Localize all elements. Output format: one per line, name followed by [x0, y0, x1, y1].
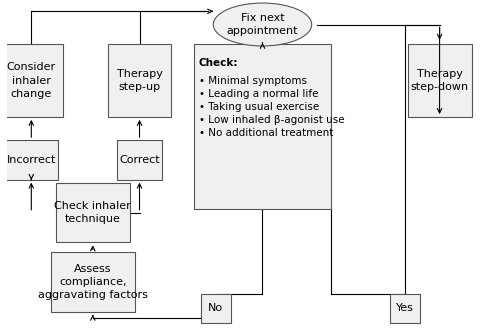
FancyBboxPatch shape — [56, 183, 130, 242]
FancyBboxPatch shape — [118, 140, 162, 180]
Text: Check:: Check: — [198, 58, 238, 68]
FancyBboxPatch shape — [201, 294, 230, 323]
Text: Incorrect: Incorrect — [6, 155, 56, 165]
FancyBboxPatch shape — [194, 44, 332, 209]
Text: Correct: Correct — [119, 155, 160, 165]
FancyBboxPatch shape — [4, 140, 59, 180]
FancyBboxPatch shape — [408, 44, 472, 117]
Text: Consider
inhaler
change: Consider inhaler change — [6, 63, 56, 99]
Text: Check inhaler
technique: Check inhaler technique — [54, 201, 131, 224]
Text: • Minimal symptoms
• Leading a normal life
• Taking usual exercise
• Low inhaled: • Minimal symptoms • Leading a normal li… — [198, 76, 344, 139]
FancyBboxPatch shape — [0, 44, 64, 117]
FancyBboxPatch shape — [51, 252, 134, 312]
Text: No: No — [208, 303, 224, 313]
Text: Therapy
step-down: Therapy step-down — [410, 69, 469, 92]
Text: Yes: Yes — [396, 303, 414, 313]
FancyBboxPatch shape — [108, 44, 172, 117]
Ellipse shape — [214, 3, 312, 46]
Text: Fix next
appointment: Fix next appointment — [226, 13, 298, 36]
Text: Therapy
step-up: Therapy step-up — [116, 69, 162, 92]
FancyBboxPatch shape — [390, 294, 420, 323]
Text: Assess
compliance,
aggravating factors: Assess compliance, aggravating factors — [38, 264, 148, 300]
